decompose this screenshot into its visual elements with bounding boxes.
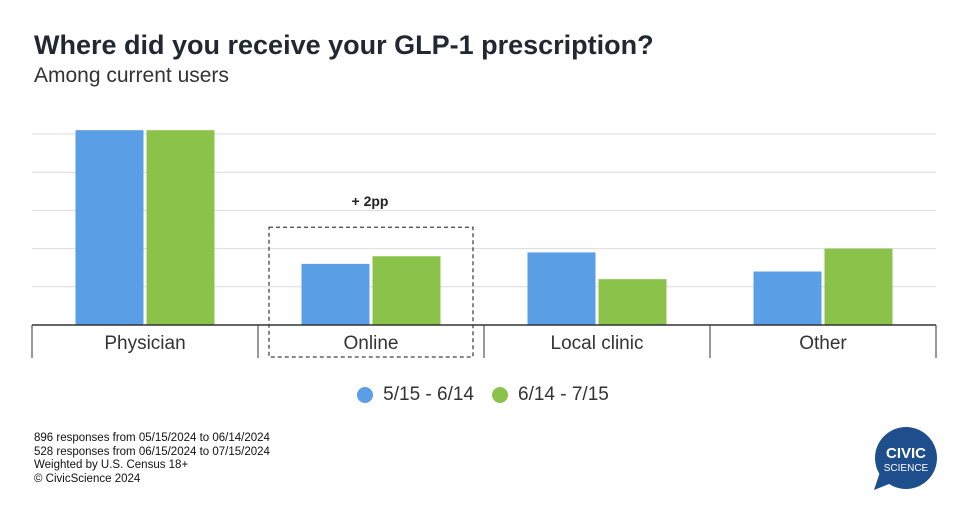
bar-chart: Physician Online Local clinic Other + 2pp: [31, 130, 937, 358]
legend-swatch-series-1: [357, 387, 374, 403]
chart-title: Where did you receive your GLP-1 prescri…: [34, 30, 654, 60]
x-tick-label: Local clinic: [551, 333, 644, 354]
footnote-line: 528 responses from 06/15/2024 to 07/15/2…: [34, 445, 270, 458]
bars: [75, 130, 893, 325]
annotations: + 2pp: [268, 193, 474, 358]
legend-item-series-1: 5/15 - 6/14: [357, 384, 474, 406]
x-tick-label: Online: [344, 333, 399, 354]
footnote-line: Weighted by U.S. Census 18+: [34, 459, 189, 471]
annotation-label: + 2pp: [352, 193, 389, 209]
legend-label-series-2: 6/14 - 7/15: [518, 384, 609, 405]
bar-2-local-clinic: [598, 279, 667, 325]
chart-subtitle: Among current users: [34, 64, 229, 87]
legend-item-series-2: 6/14 - 7/15: [492, 384, 609, 406]
footnote-line: 896 responses from 05/15/2024 to 06/14/2…: [34, 432, 270, 444]
civicscience-logo-icon: CIVIC SCIENCE: [874, 427, 937, 490]
bar-1-online: [301, 263, 370, 325]
footnotes: 896 responses from 05/15/2024 to 06/14/2…: [34, 432, 270, 486]
legend-label-series-1: 5/15 - 6/14: [383, 384, 474, 405]
legend: 5/15 - 6/14 6/14 - 7/15: [0, 384, 966, 406]
bar-1-physician: [75, 130, 144, 325]
x-axis: Physician Online Local clinic Other: [31, 324, 937, 358]
legend-swatch-series-2: [492, 387, 508, 403]
bar-2-online: [372, 256, 441, 325]
footnote-line: © CivicScience 2024: [34, 472, 141, 485]
logo-text-civic: CIVIC: [886, 445, 926, 462]
bar-1-local-clinic: [527, 252, 596, 325]
bar-2-other: [824, 248, 893, 325]
logo-text-science: SCIENCE: [884, 463, 929, 474]
bar-2-physician: [146, 130, 215, 325]
x-tick-label: Other: [799, 333, 847, 354]
x-tick-label: Physician: [104, 333, 185, 354]
bar-1-other: [753, 271, 822, 325]
annotation-box: [268, 226, 474, 358]
